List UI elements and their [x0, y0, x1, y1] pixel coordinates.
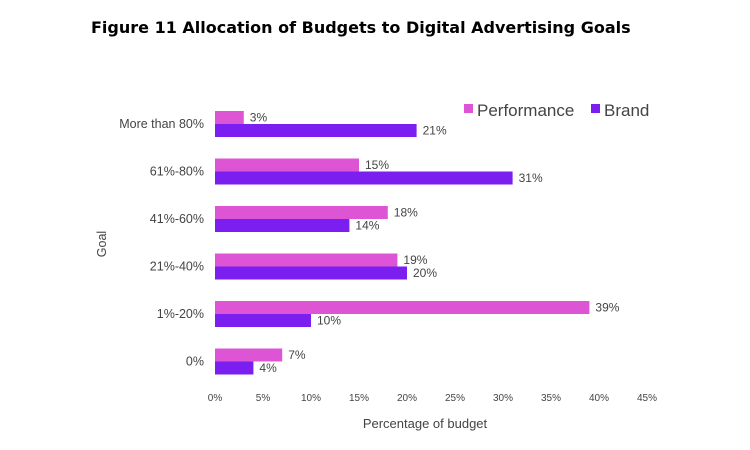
data-label-performance-1-20: 39% [595, 301, 619, 315]
bar-brand-61-80 [215, 171, 513, 185]
data-label-brand-more-than-80: 21% [423, 124, 447, 138]
x-tick-label-0: 0% [208, 393, 223, 404]
data-label-brand-41-60: 14% [355, 219, 379, 233]
legend-swatch-performance [464, 104, 473, 113]
category-label-more-than-80: More than 80% [119, 117, 204, 131]
bar-brand-0 [215, 361, 254, 375]
data-label-performance-0: 7% [288, 348, 306, 362]
data-label-performance-21-40: 19% [403, 253, 427, 267]
legend-label-brand: Brand [604, 101, 649, 120]
category-label-21-40: 21%-40% [150, 260, 204, 274]
bar-performance-61-80 [215, 158, 359, 172]
x-tick-label-15: 15% [349, 393, 369, 404]
data-label-performance-41-60: 18% [394, 206, 418, 220]
x-tick-label-30: 30% [493, 393, 513, 404]
bar-performance-1-20 [215, 301, 590, 314]
data-label-brand-0: 4% [259, 361, 277, 375]
data-label-brand-21-40: 20% [413, 266, 437, 280]
x-tick-label-5: 5% [256, 393, 271, 404]
bar-performance-0 [215, 348, 283, 362]
x-tick-label-40: 40% [589, 393, 609, 404]
x-tick-label-45: 45% [637, 393, 657, 404]
bar-brand-1-20 [215, 314, 311, 327]
bar-performance-41-60 [215, 206, 388, 219]
category-label-1-20: 1%-20% [157, 307, 204, 321]
x-tick-label-35: 35% [541, 393, 561, 404]
x-axis-title: Percentage of budget [363, 416, 488, 431]
data-label-performance-61-80: 15% [365, 158, 389, 172]
figure-title: Figure 11 Allocation of Budgets to Digit… [91, 18, 631, 37]
x-tick-label-25: 25% [445, 393, 465, 404]
category-label-0: 0% [186, 355, 204, 369]
bar-brand-21-40 [215, 266, 407, 280]
legend-label-performance: Performance [477, 101, 574, 120]
legend-swatch-brand [591, 104, 600, 113]
data-label-brand-61-80: 31% [519, 171, 543, 185]
category-label-41-60: 41%-60% [150, 212, 204, 226]
x-tick-label-10: 10% [301, 393, 321, 404]
y-axis-title: Goal [95, 231, 109, 257]
bar-performance-21-40 [215, 253, 398, 267]
bar-brand-more-than-80 [215, 124, 417, 137]
category-label-61-80: 61%-80% [150, 165, 204, 179]
bar-brand-41-60 [215, 219, 350, 232]
data-label-performance-more-than-80: 3% [250, 111, 268, 125]
x-tick-label-20: 20% [397, 393, 417, 404]
bar-performance-more-than-80 [215, 111, 244, 124]
data-label-brand-1-20: 10% [317, 314, 341, 328]
